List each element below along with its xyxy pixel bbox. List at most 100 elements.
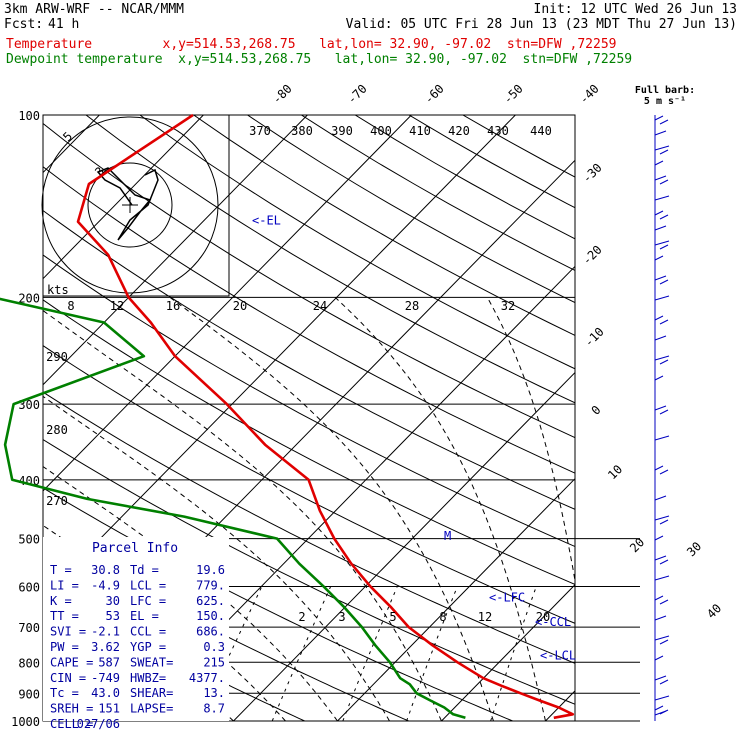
model-title: 3km ARW-WRF -- NCAR/MMM [4, 2, 184, 17]
mixing-ratio-line [271, 586, 332, 721]
parcel-info-cell: 779. [196, 578, 225, 592]
diagram-labels: -80 -70 -60 -50 -40 -30 -20 -10 0 10 20 30 40 370 380 3… [46, 82, 724, 663]
dry-adiabat [85, 115, 575, 404]
parcel-info-cell: 3.62 [91, 640, 120, 654]
parcel-info-cell: LFC = [130, 594, 166, 608]
parcel-info-cell: 027/06 [77, 717, 120, 731]
barb-key-units: 5 m s⁻¹ [644, 96, 686, 107]
dry-adiabat [301, 115, 575, 272]
parcel-info-cell: CIN = [50, 671, 86, 685]
mixing-ratio-label: 3 [338, 610, 345, 624]
isotherm-line [43, 115, 204, 280]
forecast-label: Fcst: [4, 17, 43, 32]
parcel-info-cell: 150. [196, 609, 225, 623]
wind-barb [654, 495, 667, 501]
isotherm-label: 40 [704, 601, 724, 621]
wind-barb [654, 225, 667, 231]
pressure-tick-label: 1000 [11, 715, 40, 729]
wind-barb [654, 615, 667, 621]
parcel-info-cell: CCL = [130, 625, 166, 639]
m-marker: M [444, 529, 451, 543]
wind-barb [659, 149, 669, 155]
el-marker: <-EL [252, 214, 281, 228]
isotherm-label: -50 [501, 82, 526, 107]
dry-adiabat [43, 122, 575, 439]
mixing-ratio-label: 8 [439, 610, 446, 624]
wind-barb [654, 635, 670, 641]
parcel-info-cell: -4.9 [91, 578, 120, 592]
pressure-tick-label: 800 [18, 656, 40, 670]
isotherm-label: 0 [589, 403, 604, 418]
parcel-info-cell: 587 [98, 655, 120, 669]
pressure-tick-label: 100 [18, 109, 40, 123]
parcel-info-cell: K = [50, 594, 72, 608]
parcel-info-cell: EL = [130, 609, 159, 623]
dry-adiabat [43, 299, 575, 586]
hodograph-speed-label: 32 [501, 299, 515, 313]
moist-adiabat [607, 297, 650, 721]
wind-barb [654, 705, 664, 711]
wind-barb [654, 175, 667, 181]
moist-adiabat [43, 465, 338, 721]
hodograph-speed-label: 12 [110, 299, 124, 313]
wind-barb [654, 695, 670, 701]
sounding-profiles [0, 113, 575, 720]
wind-barb [654, 335, 667, 341]
wind-barb [659, 279, 669, 285]
dry-adiabat [43, 254, 575, 548]
isotherm-line [43, 115, 308, 386]
hodograph-frame [42, 114, 230, 297]
wind-barb [659, 599, 669, 605]
theta-left-label: 270 [46, 494, 68, 508]
pressure-tick-label: 600 [18, 581, 40, 595]
theta-left-label: 280 [46, 423, 68, 437]
theta-label: 420 [448, 124, 470, 138]
wind-barb [654, 160, 664, 166]
theta-label: 400 [370, 124, 392, 138]
wind-barbs [654, 115, 670, 721]
wind-barb [659, 359, 669, 365]
dry-adiabat [43, 344, 575, 624]
parcel-info-cell: 30.8 [91, 563, 120, 577]
wind-barb [659, 214, 669, 220]
wind-barb [654, 435, 670, 441]
hodograph-speed-label: 24 [313, 299, 327, 313]
isotherm-label: -60 [422, 82, 447, 107]
hodograph-speed-label: 8 [67, 299, 74, 313]
isotherm-line [650, 115, 740, 721]
wind-barb [659, 179, 669, 185]
wind-barb [654, 130, 667, 136]
parcel-info-panel: Parcel Info T = 30.8 Td = 19.6 LI = -4.9 LCL =… [43, 537, 229, 731]
parcel-info-cell: YGP = [130, 640, 166, 654]
wind-barb [659, 119, 669, 125]
parcel-info-cell: TT = [50, 609, 79, 623]
wind-barb [659, 679, 669, 685]
hodograph-speed-label: 16 [166, 299, 180, 313]
wind-barb [654, 355, 670, 361]
parcel-info-cell: T = [50, 563, 72, 577]
hodograph-trace [96, 167, 159, 241]
pressure-tick-label: 500 [18, 533, 40, 547]
isotherm-label: 10 [605, 462, 625, 482]
ccl-marker: <-CCL [535, 615, 571, 629]
wind-barb [654, 145, 670, 151]
wind-barb [659, 244, 669, 250]
pressure-tick-label: 700 [18, 621, 40, 635]
wind-barb [654, 275, 667, 281]
parcel-info-cell: SHEAR= [130, 686, 173, 700]
isotherm-label: -30 [580, 161, 605, 186]
parcel-info-cell: 4377. [189, 671, 225, 685]
mixing-ratio-label: 12 [478, 610, 492, 624]
parcel-info-cell: CAPE = [50, 655, 93, 669]
theta-label: 430 [487, 124, 509, 138]
theta-label: 390 [331, 124, 353, 138]
pressure-tick-label: 200 [18, 291, 40, 305]
dry-adiabat [43, 166, 575, 474]
isotherm-line [337, 477, 575, 721]
dry-adiabat [247, 115, 575, 304]
pressure-tick-label: 900 [18, 687, 40, 701]
hodograph-speed-label: 28 [405, 299, 419, 313]
parcel-info-cell: Td = [130, 563, 159, 577]
theta-label: 410 [409, 124, 431, 138]
